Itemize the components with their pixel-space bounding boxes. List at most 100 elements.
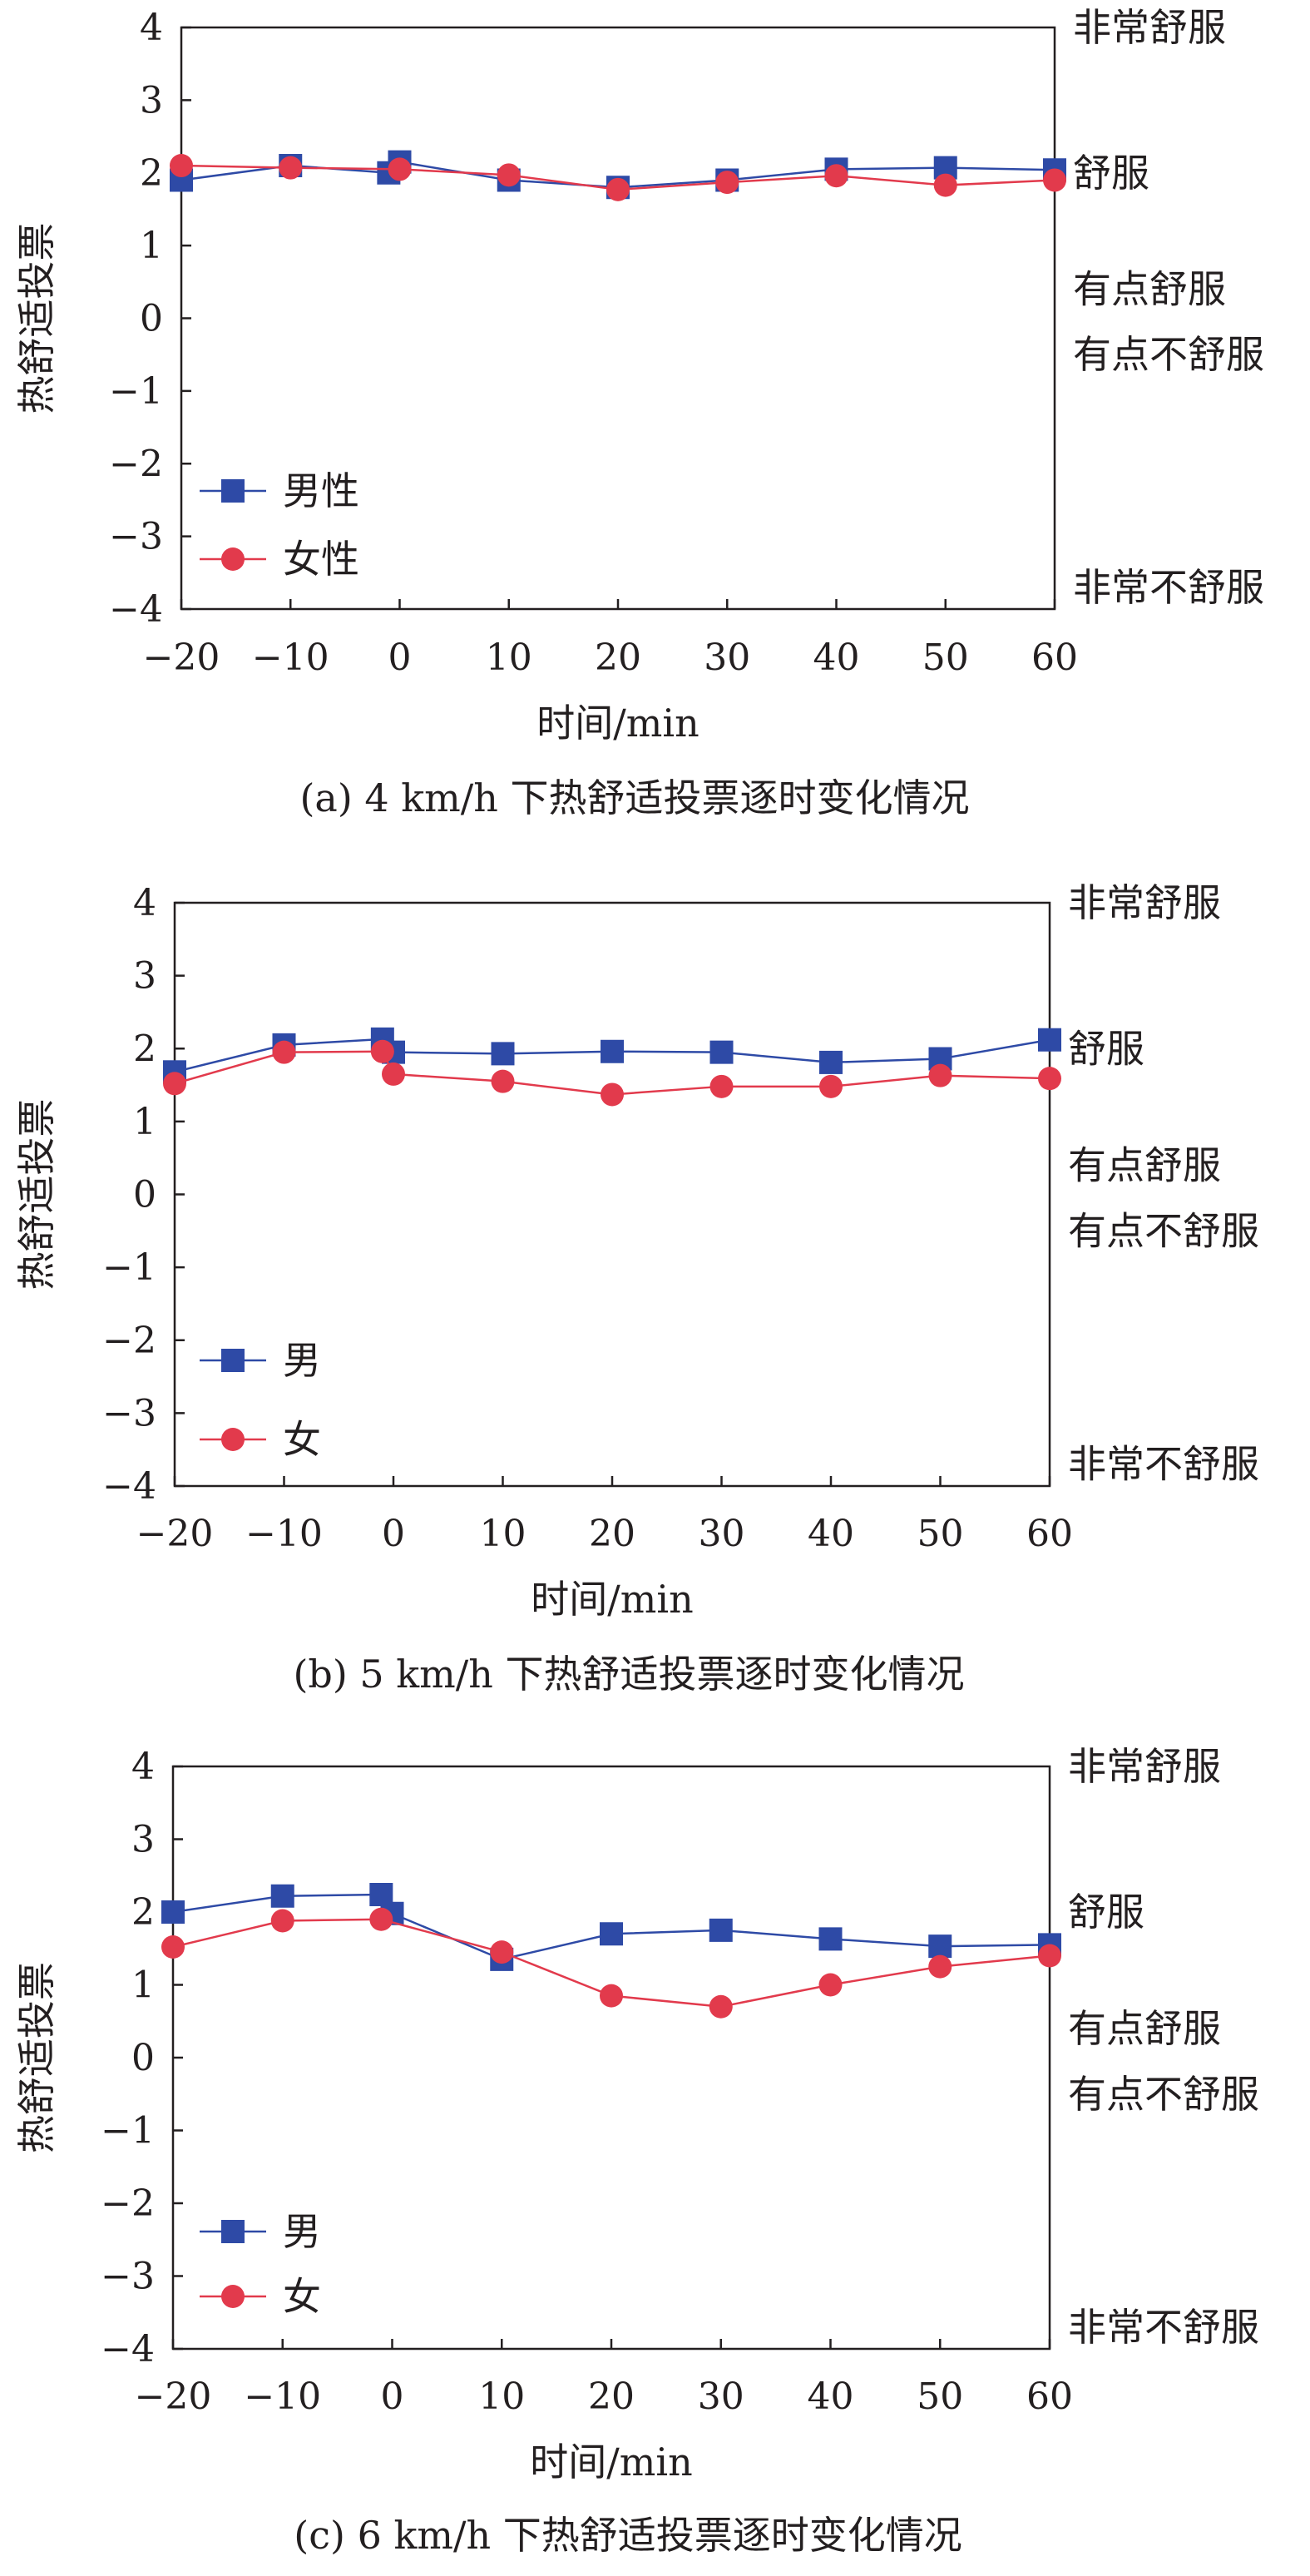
- x-tick-label: 50: [922, 637, 969, 679]
- legend-item: 女: [200, 1417, 321, 1462]
- y-tick-label: −2: [109, 443, 163, 485]
- comfort-scale-label: 非常舒服: [1068, 1744, 1221, 1789]
- data-point: [818, 1973, 843, 1997]
- y-tick-label: 1: [140, 225, 163, 267]
- comfort-scale-label: 舒服: [1068, 1026, 1144, 1071]
- data-point: [928, 1934, 952, 1959]
- comfort-scale-label: 有点舒服: [1073, 267, 1226, 312]
- y-tick-label: −4: [109, 588, 163, 631]
- y-tick-label: 2: [131, 1891, 155, 1934]
- y-tick-label: 2: [140, 152, 163, 195]
- series-line: [174, 1050, 1050, 1096]
- x-tick-label: 40: [813, 637, 860, 679]
- y-tick-label: −3: [109, 516, 163, 558]
- data-point: [388, 157, 412, 181]
- y-tick-label: −4: [102, 1465, 156, 1508]
- x-tick-label: 20: [595, 637, 641, 679]
- legend-item: 男: [200, 1338, 321, 1383]
- x-axis-label: 时间/min: [536, 701, 699, 746]
- data-point: [928, 1063, 952, 1087]
- data-point: [490, 1940, 514, 1964]
- comfort-scale-label: 有点不舒服: [1068, 1208, 1259, 1253]
- legend-label: 男性: [283, 468, 359, 513]
- y-axis-label: 热舒适投票: [14, 1962, 59, 2153]
- y-tick-label: −2: [101, 2182, 155, 2225]
- data-point: [606, 177, 630, 201]
- data-point: [491, 1042, 515, 1066]
- legend-marker: [221, 2220, 245, 2243]
- series-male: [161, 1883, 1061, 1971]
- data-point: [279, 156, 303, 180]
- comfort-scale-label: 非常不舒服: [1068, 2305, 1259, 2350]
- x-tick-label: 20: [588, 2375, 635, 2418]
- comfort-scale-label: 舒服: [1073, 151, 1149, 196]
- x-tick-label: 10: [478, 2375, 525, 2418]
- x-tick-label: 30: [699, 1513, 745, 1555]
- x-tick-label: 20: [589, 1513, 635, 1555]
- series-female: [170, 154, 1066, 201]
- data-point: [819, 1074, 843, 1098]
- data-point: [161, 1900, 185, 1924]
- data-point: [928, 1954, 952, 1979]
- y-tick-label: 3: [140, 79, 163, 121]
- y-tick-label: −3: [102, 1392, 156, 1434]
- plot-frame: [173, 901, 1051, 1488]
- y-tick-label: 1: [133, 1101, 156, 1143]
- plot-frame: [171, 1765, 1051, 2351]
- data-point: [161, 1935, 185, 1959]
- data-point: [491, 1069, 515, 1093]
- y-tick-label: −1: [109, 370, 163, 413]
- data-point: [715, 171, 739, 195]
- x-tick-label: 60: [1031, 637, 1078, 679]
- data-point: [818, 1927, 843, 1951]
- y-tick-label: −1: [102, 1246, 156, 1289]
- comfort-scale-label: 非常舒服: [1068, 880, 1221, 925]
- y-tick-label: −2: [102, 1320, 156, 1362]
- comfort-scale-label: 非常不舒服: [1073, 565, 1264, 610]
- series-female: [161, 1907, 1061, 2019]
- legend-marker: [221, 479, 245, 503]
- x-tick-label: 50: [917, 1513, 964, 1555]
- comfort-scale-label: 有点不舒服: [1073, 332, 1264, 377]
- x-tick-label: −20: [136, 1513, 214, 1555]
- data-point: [709, 1040, 734, 1064]
- comfort-scale-label: 非常不舒服: [1068, 1442, 1259, 1487]
- legend-marker: [221, 547, 245, 571]
- y-tick-label: 4: [140, 7, 163, 49]
- legend-item: 女性: [200, 537, 359, 582]
- y-tick-label: 3: [131, 1819, 155, 1861]
- data-point: [270, 1909, 294, 1933]
- comfort-scale-label: 有点舒服: [1068, 2006, 1221, 2051]
- data-point: [600, 1922, 623, 1946]
- x-tick-label: 60: [1026, 1513, 1073, 1555]
- y-tick-label: −3: [101, 2256, 155, 2298]
- x-tick-label: 0: [382, 1513, 405, 1555]
- x-tick-label: 40: [808, 2375, 854, 2418]
- data-point: [709, 1994, 733, 2019]
- data-point: [369, 1907, 393, 1931]
- y-tick-label: 0: [133, 1174, 156, 1216]
- comfort-scale-label: 舒服: [1068, 1890, 1144, 1934]
- legend-item: 男: [200, 2209, 321, 2254]
- plot-frame: [180, 26, 1056, 611]
- data-point: [170, 154, 193, 178]
- legend-label: 女: [283, 1417, 321, 1462]
- y-tick-label: −1: [101, 2110, 155, 2152]
- legend-label: 女性: [283, 537, 359, 582]
- y-tick-label: 2: [133, 1028, 156, 1070]
- y-axis-label: 热舒适投票: [14, 223, 59, 414]
- data-point: [709, 1074, 734, 1098]
- y-tick-label: −4: [101, 2328, 155, 2370]
- x-tick-label: −10: [252, 637, 329, 679]
- data-point: [1038, 1028, 1061, 1052]
- y-tick-label: 4: [131, 1746, 155, 1788]
- x-tick-label: 30: [698, 2375, 744, 2418]
- y-tick-label: 3: [133, 955, 156, 998]
- comfort-scale-label: 有点不舒服: [1068, 2072, 1259, 2117]
- y-tick-label: 0: [131, 2037, 155, 2079]
- data-point: [370, 1039, 394, 1063]
- data-point: [270, 1884, 294, 1908]
